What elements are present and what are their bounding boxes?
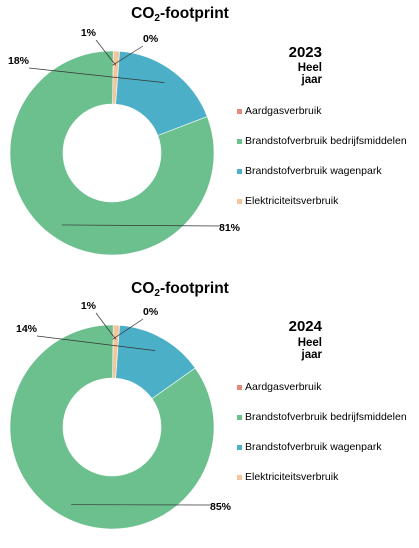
legend-swatch <box>237 444 242 450</box>
legend-swatch <box>237 168 242 174</box>
legend-swatch <box>237 138 242 144</box>
legend-swatch <box>237 474 242 480</box>
legend-swatch <box>237 198 242 204</box>
legend-item-elektriciteit: Elektriciteitsverbruik <box>237 186 407 216</box>
legend-item-aardgas: Aardgasverbruik <box>237 96 407 126</box>
data-label-wagenpark: 14% <box>16 323 38 335</box>
leader-line-aardgas <box>112 318 144 340</box>
legend-item-bedrijfsmiddelen: Brandstofverbruik bedrijfsmiddelen <box>237 402 407 432</box>
legend-label: Brandstofverbruik bedrijfsmiddelen <box>245 411 407 423</box>
donut-slice-bedrijfsmiddelen <box>9 324 215 530</box>
legend: Aardgasverbruik Brandstofverbruik bedrij… <box>237 372 407 492</box>
legend-label: Aardgasverbruik <box>245 381 322 393</box>
legend-item-wagenpark: Brandstofverbruik wagenpark <box>237 432 407 462</box>
legend-item-bedrijfsmiddelen: Brandstofverbruik bedrijfsmiddelen <box>237 126 407 156</box>
legend-swatch <box>237 414 242 420</box>
data-label-elektriciteit: 1% <box>81 300 97 312</box>
year-label: 2023 <box>288 44 322 61</box>
legend-item-aardgas: Aardgasverbruik <box>237 372 407 402</box>
leader-line-aardgas <box>112 45 144 66</box>
legend-item-elektriciteit: Elektriciteitsverbruik <box>237 462 407 492</box>
data-label-wagenpark: 18% <box>8 55 30 67</box>
leader-line-wagenpark <box>28 67 165 84</box>
leader-line-elektriciteit <box>95 39 117 66</box>
data-label-aardgas: 0% <box>143 33 159 45</box>
donut-slice-bedrijfsmiddelen <box>9 50 215 256</box>
legend-label: Brandstofverbruik wagenpark <box>245 165 382 177</box>
legend-swatch <box>237 108 242 114</box>
legend-label: Aardgasverbruik <box>245 105 322 117</box>
year-label: 2024 <box>288 318 322 335</box>
donut-svg: 0% 85% 14% 1% <box>9 300 232 530</box>
legend-item-wagenpark: Brandstofverbruik wagenpark <box>237 156 407 186</box>
legend-label: Elektriciteitsverbruik <box>245 195 339 207</box>
legend-label: Elektriciteitsverbruik <box>245 471 339 483</box>
leader-line-wagenpark <box>36 335 156 351</box>
data-label-aardgas: 0% <box>143 306 159 318</box>
chart-title: CO2-footprint <box>131 5 229 24</box>
legend: Aardgasverbruik Brandstofverbruik bedrij… <box>237 96 407 216</box>
period-label: Heel jaar <box>297 337 322 361</box>
legend-swatch <box>237 384 242 390</box>
data-label-elektriciteit: 1% <box>81 27 97 39</box>
legend-label: Brandstofverbruik bedrijfsmiddelen <box>245 135 407 147</box>
data-label-bedrijfsmiddelen: 85% <box>210 501 232 513</box>
legend-label: Brandstofverbruik wagenpark <box>245 441 382 453</box>
data-label-bedrijfsmiddelen: 81% <box>219 222 241 234</box>
leader-line-elektriciteit <box>95 312 117 340</box>
chart-2024: 0% 85% 14% 1% CO2-footprint 2024 Heel jaar … <box>0 274 419 548</box>
chart-title: CO2-footprint <box>131 280 229 299</box>
chart-2023: 0% 81% 18% 1% CO2-footprint 2023 Heel jaar … <box>8 5 407 256</box>
leader-line-bedrijfsmiddelen <box>61 224 220 227</box>
period-label: Heel jaar <box>297 62 322 86</box>
donut-svg: 0% 81% 18% 1% <box>8 27 241 256</box>
